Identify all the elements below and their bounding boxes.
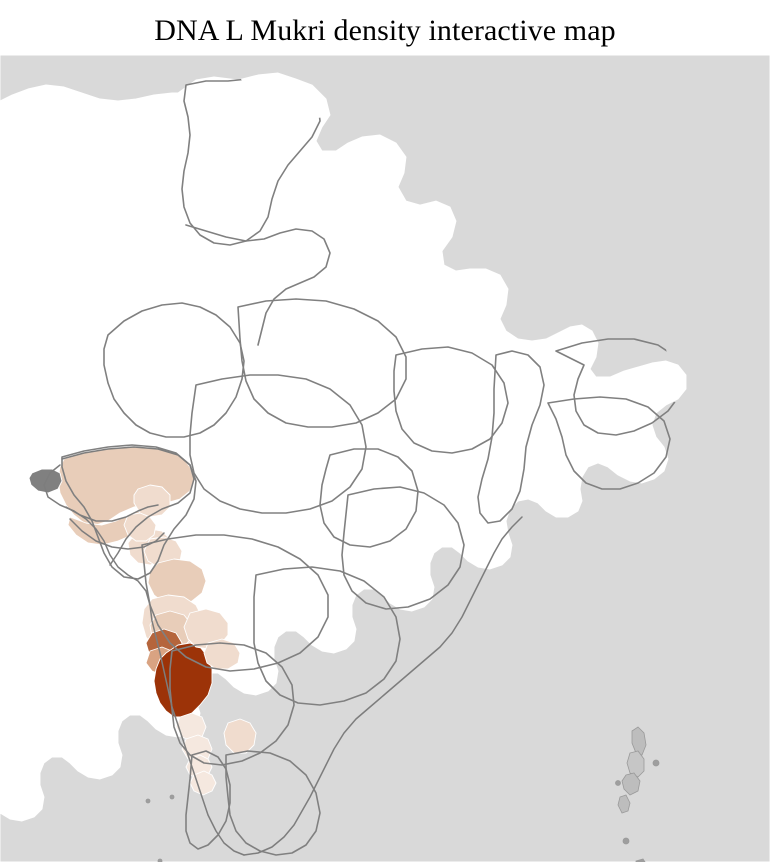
island-dot-1[interactable] [615, 780, 621, 786]
coastline-gulf-of-kachchh [65, 504, 159, 522]
district-raigad[interactable] [147, 558, 207, 606]
state-border-chhattisgarh [319, 448, 419, 548]
state-border-madhya-pradesh [189, 374, 367, 514]
island-middle-andaman[interactable] [626, 750, 645, 778]
map-canvas[interactable] [0, 55, 770, 862]
map-layer-islands [145, 726, 660, 862]
state-border-west-bengal [477, 350, 545, 524]
state-border-rajasthan [103, 302, 245, 438]
state-border-odisha [341, 486, 465, 610]
district-shimoga[interactable] [223, 718, 257, 754]
island-nicobar-group[interactable] [635, 858, 647, 862]
island-little-andaman[interactable] [617, 794, 631, 814]
state-border-andhra-telangana [253, 566, 401, 706]
map-layer-base [0, 55, 770, 862]
india-choropleth-map[interactable] [0, 55, 770, 862]
island-south-andaman[interactable] [621, 772, 641, 796]
state-border-northeast [555, 338, 685, 436]
state-border-karnataka [169, 642, 295, 766]
state-border-tamilnadu [225, 750, 321, 856]
map-layer-choropleth [28, 446, 257, 796]
coastline-gujarat-outline [61, 446, 195, 566]
island-dot-2[interactable] [652, 759, 660, 767]
island-car-nicobar[interactable] [622, 837, 630, 845]
state-border-maharashtra [141, 534, 329, 672]
island-lakshadweep-2[interactable] [169, 794, 175, 800]
district-dharwad[interactable] [203, 638, 241, 670]
state-border-jk [181, 76, 321, 246]
map-layer-coastline [43, 446, 523, 856]
state-border-bihar-jharkhand [393, 346, 509, 454]
state-border-kerala [185, 750, 231, 850]
map-layer-state-borders [61, 76, 685, 856]
landmass-india[interactable] [0, 55, 770, 862]
page-title: DNA L Mukri density interactive map [154, 14, 616, 47]
coastline-east [243, 516, 523, 856]
district-bharuch[interactable] [123, 512, 157, 542]
state-border-uttar-pradesh [237, 298, 407, 428]
state-border-punjab-haryana [185, 224, 331, 346]
island-north-andaman[interactable] [631, 726, 647, 756]
state-border-gujarat [61, 444, 197, 580]
district-vadodara[interactable] [133, 484, 171, 518]
district-kannur[interactable] [189, 770, 217, 796]
state-border-assam-valley [547, 396, 671, 490]
coastline-saurashtra [69, 518, 165, 550]
island-lakshadweep-1[interactable] [145, 798, 151, 804]
island-lakshadweep-3[interactable] [157, 858, 163, 862]
